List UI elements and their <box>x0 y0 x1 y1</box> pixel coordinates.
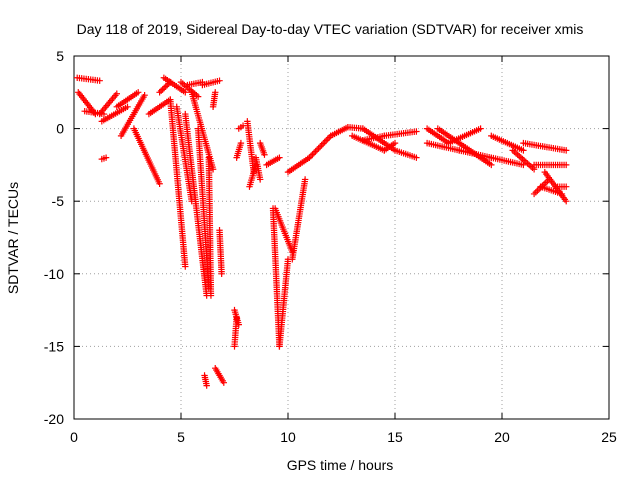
x-tick-label: 0 <box>70 429 78 445</box>
y-tick-label: -10 <box>44 266 64 282</box>
data-point <box>182 263 189 270</box>
series-arc-k <box>423 125 495 169</box>
series-arc-a <box>74 74 131 163</box>
data-point <box>233 314 240 321</box>
series-arc-m <box>530 168 570 205</box>
data-point <box>157 87 165 95</box>
data-point <box>165 80 172 87</box>
y-tick-label: -5 <box>52 193 65 209</box>
data-point <box>563 198 570 205</box>
data-point <box>324 135 331 143</box>
data-point <box>321 138 328 146</box>
data-point <box>488 161 495 169</box>
series-arc-e <box>199 77 227 389</box>
data-point <box>209 103 217 111</box>
series-arc-j <box>359 125 420 161</box>
data-point <box>164 81 171 89</box>
data-point <box>312 148 319 155</box>
data-point <box>256 176 264 183</box>
data-point <box>159 86 166 93</box>
x-tick-label: 15 <box>387 429 403 445</box>
data-point <box>216 77 223 84</box>
data-point <box>141 92 148 99</box>
y-tick-label: 5 <box>56 48 64 64</box>
series-arc-g <box>244 118 268 190</box>
series-arc-l <box>488 132 570 173</box>
data-point <box>319 140 327 147</box>
data-point <box>563 183 570 190</box>
data-point <box>160 84 168 92</box>
y-tick-label: -20 <box>44 411 64 427</box>
data-point <box>261 151 268 158</box>
data-point <box>563 147 570 154</box>
data-point <box>156 89 163 96</box>
series-arc-d <box>177 78 217 299</box>
data-point <box>323 137 330 144</box>
data-point <box>220 379 227 386</box>
data-point <box>381 132 388 140</box>
grid-layer <box>74 56 609 419</box>
data-point <box>315 145 322 152</box>
series-arc-i <box>306 123 399 161</box>
x-tick-label: 10 <box>280 429 296 445</box>
x-tick-label: 5 <box>177 429 185 445</box>
data-point <box>318 141 325 149</box>
plot-frame <box>73 55 610 420</box>
y-axis-label: SDTVAR / TECUs <box>5 182 21 294</box>
data-point <box>162 83 169 90</box>
chart-title: Day 118 of 2019, Sidereal Day-to-day VTE… <box>77 21 584 37</box>
x-tick-label: 25 <box>601 429 617 445</box>
data-point <box>203 382 210 389</box>
data-point <box>313 146 321 154</box>
data-point <box>413 128 420 135</box>
data-point <box>520 147 527 154</box>
data-point <box>316 143 324 150</box>
tick-layer: 0 5 10 15 20 25 -20 -15 -10 -5 0 5 <box>44 48 617 445</box>
x-axis-label: GPS time / hours <box>287 457 394 473</box>
series-arc-h <box>263 154 313 350</box>
series-arc-b <box>113 89 174 187</box>
data-point <box>102 154 110 161</box>
data-point <box>156 180 163 187</box>
data-layer <box>74 74 570 389</box>
x-tick-label: 20 <box>494 429 510 445</box>
data-point <box>207 292 215 299</box>
data-point <box>124 103 131 111</box>
y-tick-label: -15 <box>44 338 64 354</box>
data-point <box>310 149 318 157</box>
data-point <box>563 161 570 169</box>
data-point <box>135 89 142 96</box>
data-point <box>391 139 399 147</box>
data-point <box>209 166 217 173</box>
data-point <box>413 154 420 161</box>
y-tick-label: 0 <box>56 121 64 137</box>
data-point <box>276 154 283 161</box>
data-point <box>113 90 120 97</box>
series-arc-f <box>231 122 247 350</box>
data-point <box>301 176 309 183</box>
data-point <box>96 77 103 84</box>
data-point <box>182 89 189 96</box>
series-arc-c <box>156 74 195 270</box>
data-point <box>309 151 316 158</box>
data-point <box>477 125 484 132</box>
data-point <box>237 139 245 147</box>
data-point <box>558 190 566 198</box>
data-point <box>167 78 174 86</box>
data-point <box>218 270 225 277</box>
